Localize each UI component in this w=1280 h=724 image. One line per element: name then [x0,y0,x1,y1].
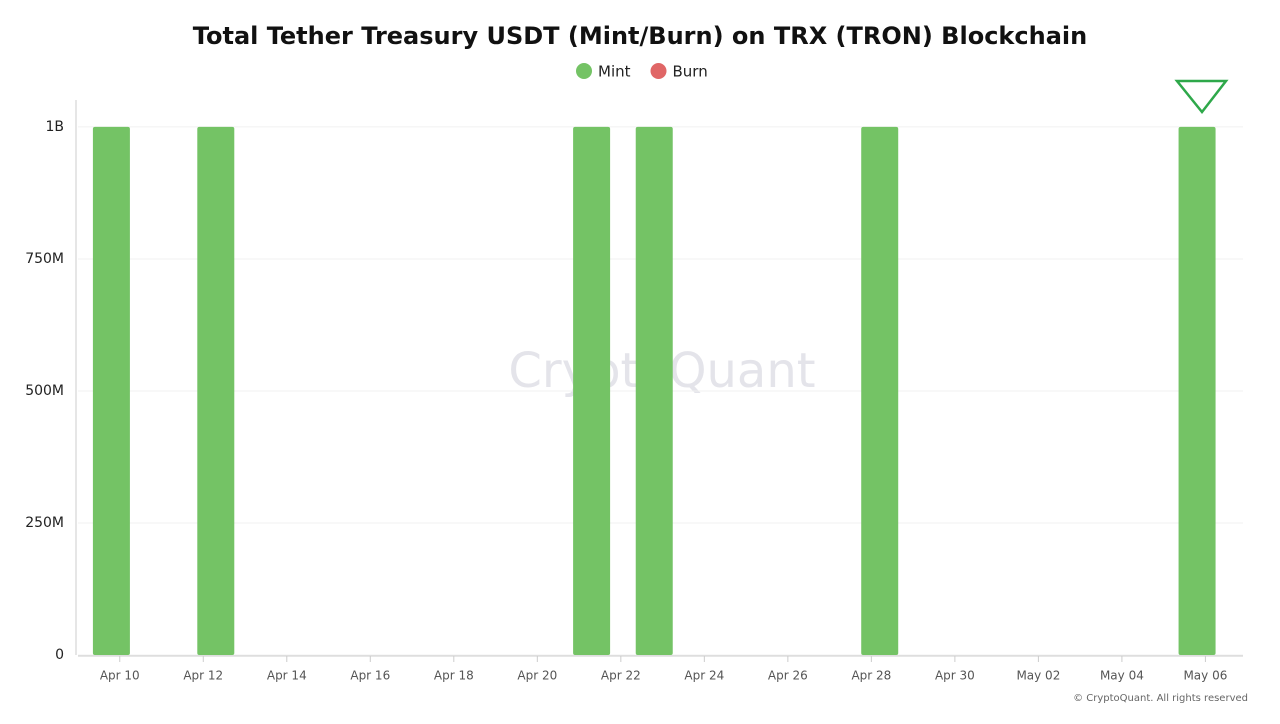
legend-swatch [576,63,592,79]
y-tick-label: 250M [25,515,64,531]
x-tick-label: May 04 [1100,669,1144,683]
footer: © CryptoQuant. All rights reserved [1073,693,1248,704]
bar [635,126,673,655]
bar [861,126,899,655]
x-tick-label: Apr 14 [267,669,307,683]
x-tick-label: Apr 30 [935,669,975,683]
bar [197,126,235,655]
y-tick-label: 0 [55,647,64,663]
x-tick-label: Apr 24 [684,669,724,683]
x-tick-label: May 02 [1016,669,1060,683]
legend-label: Burn [673,63,708,81]
y-tick-label: 1B [45,119,64,135]
y-tick-label: 750M [25,251,64,267]
legend: Mint Burn [576,63,708,81]
bar [92,126,130,655]
legend-swatch [650,63,667,79]
y-tick-label: 500M [25,383,64,399]
x-tick-label: Apr 26 [768,669,808,683]
x-tick-label: Apr 16 [350,669,390,683]
x-tick-label: Apr 20 [517,669,557,683]
legend-label: Mint [598,63,631,81]
bar [1178,126,1216,655]
marker-arrow [1174,79,1229,115]
x-tick-label: Apr 22 [601,669,641,683]
x-tick-label: May 06 [1183,669,1227,683]
x-tick-label: Apr 28 [851,669,891,683]
bar [573,126,611,655]
x-tick-label: Apr 18 [434,669,474,683]
chart-title: Total Tether Treasury USDT (Mint/Burn) o… [193,22,1087,50]
x-tick-label: Apr 10 [100,669,140,683]
x-tick-label: Apr 12 [183,669,223,683]
